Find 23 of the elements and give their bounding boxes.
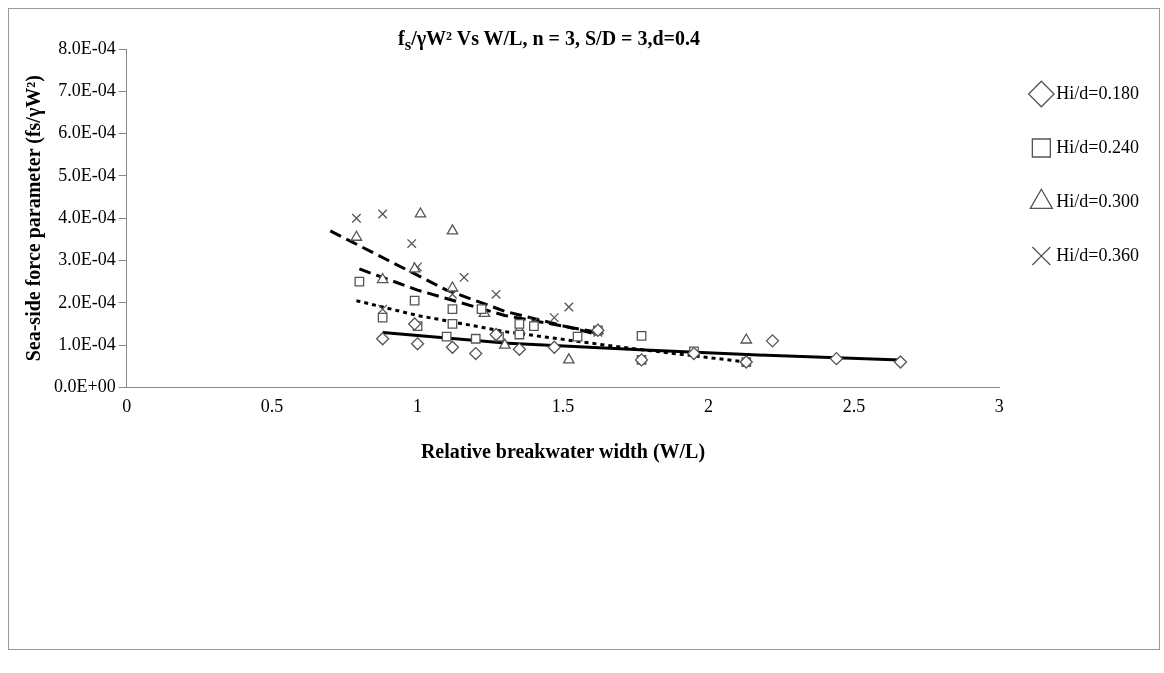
y-axis-title: Sea-side force parameter (fs/γW²) bbox=[22, 75, 46, 362]
x-axis-title: Relative breakwater width (W/L) bbox=[420, 440, 706, 464]
y-tick-label: 7.0E-04 bbox=[58, 80, 116, 101]
y-tick-label: 8.0E-04 bbox=[58, 37, 116, 58]
x-tick-label: 1.5 bbox=[551, 395, 575, 416]
y-tick-label: 1.0E-04 bbox=[58, 333, 116, 354]
x-tick-label: 2.5 bbox=[842, 395, 866, 416]
y-tick-label: 0.0E+00 bbox=[53, 376, 116, 397]
chart-title: f$_{s}$/γW² Vs W/L, n = 3, S/D = 3,d=0.4 bbox=[397, 27, 701, 55]
x-tick-label: 0 bbox=[122, 395, 132, 416]
y-tick-label: 2.0E-04 bbox=[58, 291, 116, 312]
y-tick-label: 4.0E-04 bbox=[58, 206, 116, 227]
legend-label: Hi/d=0.180 bbox=[1056, 82, 1139, 103]
y-tick-label: 3.0E-04 bbox=[58, 249, 116, 270]
y-tick-label: 5.0E-04 bbox=[58, 164, 116, 185]
legend-label: Hi/d=0.360 bbox=[1056, 244, 1139, 265]
x-tick-label: 0.5 bbox=[260, 395, 284, 416]
legend-label: Hi/d=0.240 bbox=[1056, 136, 1139, 157]
legend-label: Hi/d=0.300 bbox=[1056, 190, 1139, 211]
y-tick-label: 6.0E-04 bbox=[58, 122, 116, 143]
x-tick-label: 3 bbox=[994, 395, 1004, 416]
x-tick-label: 2 bbox=[703, 395, 713, 416]
x-tick-label: 1 bbox=[413, 395, 423, 416]
